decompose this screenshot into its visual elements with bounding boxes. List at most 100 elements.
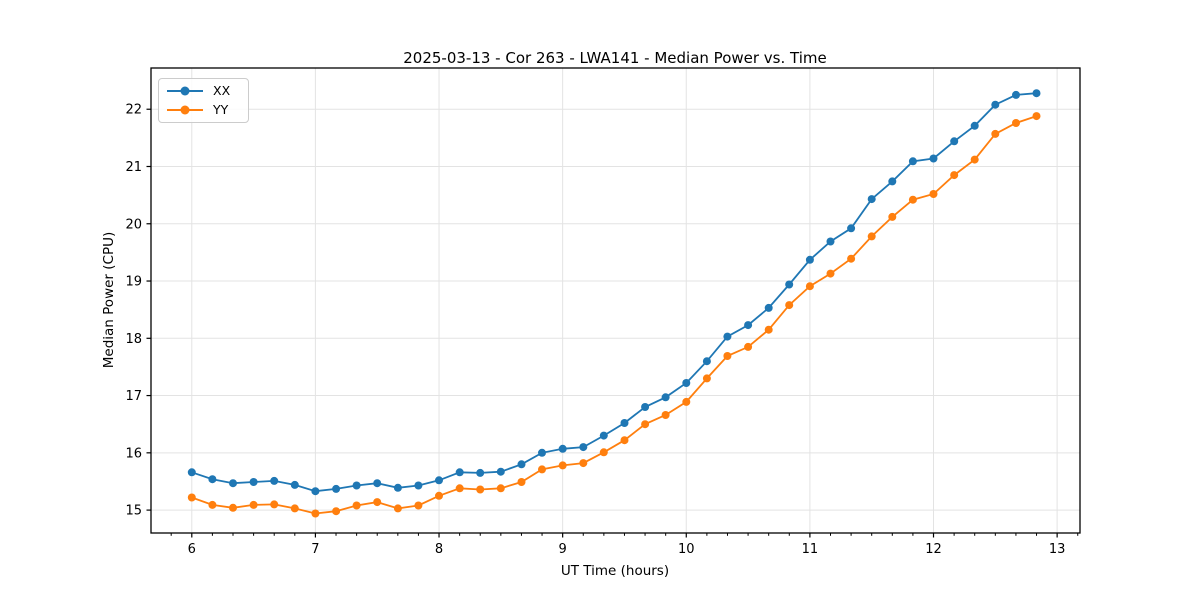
data-point-marker — [1012, 90, 1020, 99]
data-point-marker — [867, 232, 876, 241]
data-point-marker — [805, 282, 814, 291]
y-tick-label: 16 — [125, 446, 142, 461]
data-point-marker — [517, 478, 526, 486]
y-tick-label: 19 — [125, 275, 142, 290]
series-line — [191, 115, 1037, 515]
data-point-marker — [847, 224, 856, 233]
data-point-marker — [641, 420, 650, 429]
data-point-marker — [620, 419, 629, 427]
data-point-marker — [476, 485, 485, 494]
data-point-marker — [393, 504, 402, 513]
data-point-marker — [352, 501, 361, 510]
x-axis-ticks: 6 7 8 9 10 11 12 13 — [188, 533, 1066, 557]
x-tick-label: 13 — [1049, 542, 1066, 557]
data-point-marker — [785, 301, 794, 310]
data-point-marker — [682, 379, 691, 387]
data-point-marker — [764, 325, 773, 334]
data-point-marker — [414, 481, 423, 490]
data-point-marker — [455, 468, 464, 477]
data-point-marker — [1032, 89, 1041, 98]
data-point-marker — [744, 321, 753, 330]
y-tick-label: 15 — [125, 504, 142, 519]
data-point-marker — [847, 254, 856, 263]
data-point-marker — [538, 465, 546, 474]
data-point-marker — [249, 500, 258, 509]
data-point-marker — [991, 129, 1000, 138]
series-xx — [187, 89, 1041, 496]
y-tick-label: 17 — [125, 389, 142, 404]
data-point-marker — [496, 467, 505, 476]
data-point-marker — [290, 504, 299, 513]
data-point-marker — [393, 483, 402, 492]
data-point-marker — [599, 448, 608, 457]
y-axis-ticks: 15 16 17 18 19 20 21 22 — [125, 103, 151, 519]
x-tick-label: 6 — [188, 542, 196, 557]
y-tick-label: 18 — [125, 332, 142, 347]
x-tick-label: 7 — [311, 542, 319, 557]
data-point-marker — [785, 280, 794, 289]
data-point-marker — [723, 352, 732, 360]
data-point-marker — [1032, 112, 1041, 121]
data-point-marker — [867, 195, 876, 204]
legend-line-marker-sample — [167, 86, 203, 96]
chart-title: 2025-03-13 - Cor 263 - LWA141 - Median P… — [403, 49, 827, 67]
data-point-marker — [435, 476, 443, 485]
series-yy — [187, 112, 1041, 518]
data-point-marker — [187, 493, 196, 502]
data-point-marker — [970, 155, 979, 164]
data-point-marker — [702, 357, 711, 366]
data-point-marker — [888, 177, 897, 186]
data-point-marker — [311, 487, 320, 496]
x-tick-label: 10 — [678, 542, 695, 557]
data-point-marker — [826, 237, 835, 246]
x-tick-label: 12 — [925, 542, 942, 557]
data-point-marker — [270, 476, 279, 485]
data-point-marker — [826, 269, 835, 278]
data-point-marker — [888, 212, 897, 221]
y-tick-label: 22 — [125, 103, 142, 118]
data-point-marker — [373, 498, 382, 507]
data-point-marker — [620, 436, 629, 445]
x-tick-label: 9 — [559, 542, 567, 557]
data-point-marker — [229, 503, 237, 512]
plot-frame — [150, 67, 1081, 534]
data-point-marker — [702, 374, 711, 383]
data-point-marker — [373, 479, 382, 488]
legend-line-marker-sample — [167, 105, 203, 115]
data-point-marker — [764, 303, 773, 312]
x-tick-label: 8 — [435, 542, 443, 557]
data-point-marker — [311, 509, 320, 518]
data-point-marker — [744, 342, 753, 351]
data-point-marker — [290, 480, 299, 489]
data-point-marker — [270, 500, 279, 509]
data-point-marker — [1012, 119, 1020, 127]
legend-entry-xx: XX — [166, 83, 241, 99]
data-point-marker — [682, 397, 691, 406]
data-point-marker — [970, 121, 979, 130]
data-point-marker — [950, 171, 959, 180]
data-point-marker — [641, 403, 650, 411]
data-point-marker — [249, 478, 258, 486]
data-point-marker — [661, 411, 670, 419]
y-tick-label: 21 — [125, 160, 142, 175]
legend-label: XX — [213, 83, 231, 98]
series-line — [191, 92, 1037, 493]
data-point-marker — [579, 443, 588, 452]
data-point-marker — [929, 154, 938, 163]
data-point-marker — [558, 461, 567, 470]
data-point-marker — [558, 444, 567, 453]
data-point-marker — [579, 459, 588, 468]
legend-entry-yy: YY — [166, 102, 241, 118]
x-tick-label: 11 — [802, 542, 819, 557]
data-point-marker — [332, 484, 341, 493]
legend-label: YY — [213, 101, 229, 117]
data-point-marker — [496, 484, 505, 493]
data-point-marker — [208, 500, 217, 509]
grid — [151, 68, 1080, 533]
data-point-marker — [908, 157, 917, 166]
data-point-marker — [476, 468, 485, 477]
data-point-marker — [352, 481, 361, 490]
data-point-marker — [599, 431, 608, 440]
